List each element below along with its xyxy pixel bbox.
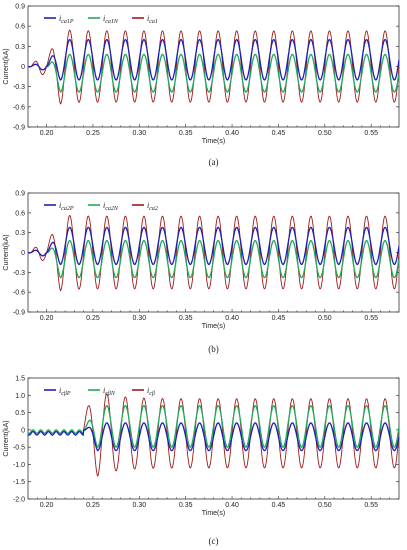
- y-axis-label: Current(kA): [3, 48, 10, 84]
- legend-entry: ica1: [147, 14, 158, 25]
- series-line-ca2P: [28, 226, 399, 266]
- panel-caption: (c): [209, 536, 219, 546]
- legend-entry: icβN: [103, 386, 116, 397]
- y-tick-label: -0.6: [13, 104, 25, 111]
- legend-entry: ica2N: [103, 201, 119, 212]
- x-tick-label: 0.35: [179, 130, 193, 137]
- legend-entry: ica1P: [59, 14, 74, 25]
- x-tick-label: 0.40: [225, 502, 239, 509]
- y-tick-label: -0.9: [13, 125, 25, 132]
- x-tick-label: 0.20: [40, 315, 54, 322]
- x-tick-label: 0.40: [225, 130, 239, 137]
- y-tick-label: 1.0: [15, 393, 25, 400]
- x-axis-label: Time(s): [202, 323, 225, 330]
- legend-entry: ica2P: [59, 201, 74, 212]
- y-tick-label: -0.3: [13, 270, 25, 277]
- y-tick-label: -1.5: [13, 479, 25, 486]
- y-tick-label: 0: [21, 427, 25, 434]
- x-tick-label: 0.30: [132, 502, 146, 509]
- y-tick-label: 0.9: [15, 191, 25, 198]
- x-tick-label: 0.20: [40, 130, 54, 137]
- y-tick-label: 0.3: [15, 230, 25, 237]
- x-tick-label: 0.35: [179, 315, 193, 322]
- y-tick-label: 0.6: [15, 210, 25, 217]
- x-tick-label: 0.50: [318, 130, 332, 137]
- chart-panel-1: -0.9 -0.6 -0.3 0 0.3 0.6 0.9 0.20 0.25 0.30 0.35 0.…: [3, 4, 400, 167]
- y-tick-label: 0: [21, 64, 25, 71]
- y-tick-label: -0.3: [13, 84, 25, 91]
- y-axis-label: Current(kA): [3, 234, 10, 270]
- y-tick-label: 0: [21, 250, 25, 257]
- x-tick-label: 0.35: [179, 502, 193, 509]
- y-tick-label: -0.5: [13, 445, 25, 452]
- panel-caption: (b): [208, 344, 219, 354]
- x-axis-label: Time(s): [202, 510, 225, 517]
- y-tick-label: 0.9: [15, 4, 25, 11]
- x-tick-label: 0.45: [272, 315, 286, 322]
- y-tick-label: -0.6: [13, 290, 25, 297]
- x-tick-label: 0.55: [364, 502, 378, 509]
- x-tick-label: 0.45: [272, 502, 286, 509]
- chart-panel-3: -2.0 -1.5 -1.0 -0.5 0 0.5 1.0 1.5 0.20 0.25 0.30 0.…: [3, 376, 400, 546]
- x-tick-label: 0.25: [86, 502, 100, 509]
- legend-entry: icβP: [59, 386, 71, 397]
- series-line-cβN: [28, 404, 399, 449]
- y-tick-label: -1.0: [13, 462, 25, 469]
- series-line-ca1P: [28, 38, 399, 81]
- x-tick-label: 0.40: [225, 315, 239, 322]
- x-tick-label: 0.50: [318, 315, 332, 322]
- y-tick-label: 1.5: [15, 376, 25, 383]
- series-line-ca2: [28, 214, 399, 292]
- x-tick-label: 0.55: [364, 130, 378, 137]
- chart-panel-2: -0.9 -0.6 -0.3 0 0.3 0.6 0.9 0.20 0.25 0.30 0.35 0.…: [3, 191, 400, 354]
- y-axis-label: Current(kA): [3, 420, 10, 456]
- legend-entry: ica1N: [103, 14, 119, 25]
- x-tick-label: 0.20: [40, 502, 54, 509]
- y-tick-label: 0.3: [15, 44, 25, 51]
- x-tick-label: 0.30: [132, 130, 146, 137]
- legend-entry: ica2: [147, 201, 158, 212]
- x-tick-label: 0.30: [132, 315, 146, 322]
- x-axis-label: Time(s): [202, 138, 225, 145]
- series-line-cβP: [28, 422, 399, 452]
- x-tick-label: 0.25: [86, 315, 100, 322]
- series-line-ca2N: [28, 239, 399, 279]
- series-line-ca1N: [28, 53, 399, 93]
- series-line-cβ: [28, 393, 399, 477]
- x-tick-label: 0.50: [318, 502, 332, 509]
- y-tick-label: -0.9: [13, 310, 25, 317]
- x-tick-label: 0.45: [272, 130, 286, 137]
- y-tick-label: -2.0: [13, 497, 25, 504]
- series-line-ca1: [28, 29, 399, 105]
- y-tick-label: 0.6: [15, 24, 25, 31]
- panel-caption: (a): [209, 157, 219, 167]
- y-tick-label: 0.5: [15, 410, 25, 417]
- x-tick-label: 0.25: [86, 130, 100, 137]
- legend-entry: icβ: [147, 386, 155, 397]
- x-tick-label: 0.55: [364, 315, 378, 322]
